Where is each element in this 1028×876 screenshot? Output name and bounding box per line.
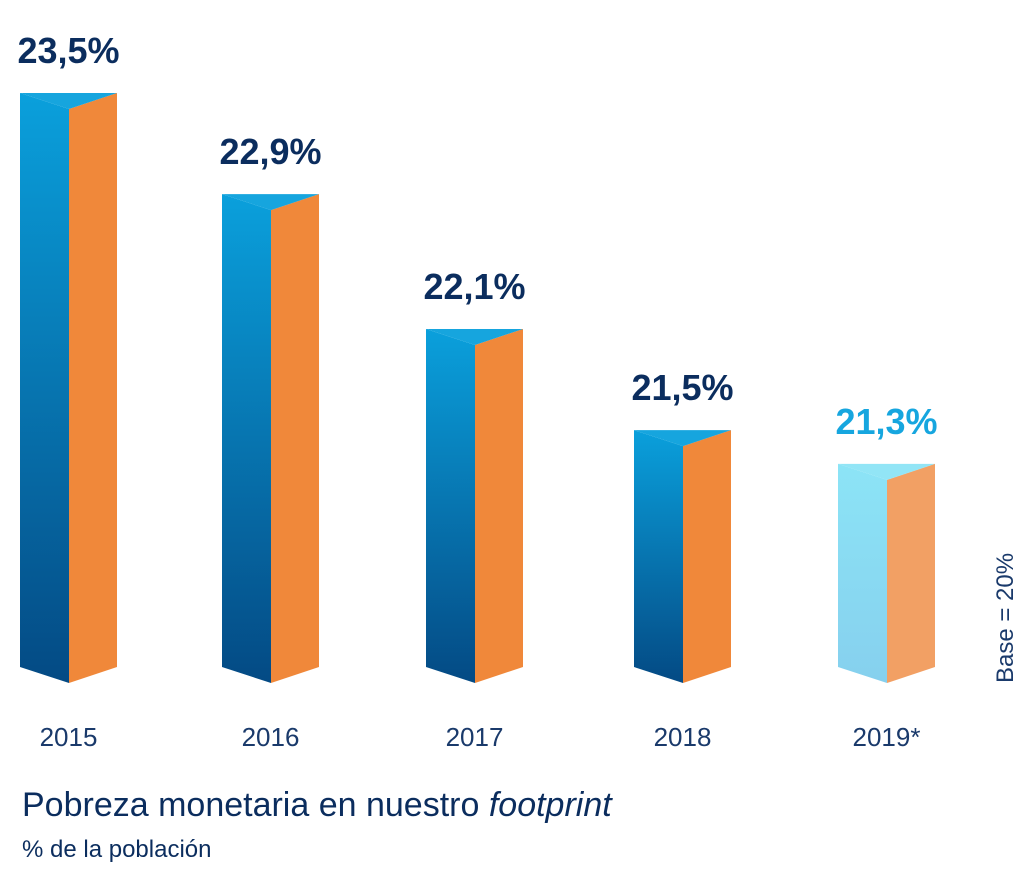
value-label: 21,5% (631, 367, 733, 408)
chart-title: Pobreza monetaria en nuestro footprint (22, 786, 612, 825)
category-label: 2017 (446, 722, 504, 752)
bar-2016 (222, 194, 319, 683)
bar-2018 (634, 430, 731, 683)
chart-title-text: Pobreza monetaria en nuestro (22, 786, 480, 824)
bar-front-face (20, 93, 69, 683)
bar-top-face (634, 430, 731, 447)
bar-side-face (475, 329, 523, 683)
value-label: 22,1% (423, 266, 525, 307)
bar-side-face (271, 194, 319, 683)
bars-group: 23,5% 2015 22,9% 2016 22,1% 2017 21,5% 2018 21,3… (17, 30, 937, 752)
value-label: 21,3% (835, 401, 937, 442)
bar-top-face (222, 194, 319, 211)
chart-title-italic: footprint (488, 786, 612, 824)
bar-side-face (887, 463, 935, 683)
bar-side-face (69, 93, 117, 683)
bar-2015 (20, 93, 117, 683)
value-label: 23,5% (17, 30, 119, 71)
value-label: 22,9% (219, 131, 321, 172)
chart-subtitle: % de la población (22, 836, 212, 863)
category-label: 2018 (654, 722, 712, 752)
bar-front-face (426, 329, 475, 683)
bar-2017 (426, 329, 523, 683)
bar-front-face (838, 463, 887, 683)
bar-front-face (634, 430, 683, 683)
bar-top-face (838, 463, 935, 480)
bar-top-face (426, 329, 523, 345)
bar-top-face (20, 93, 117, 109)
bar-side-face (683, 430, 731, 683)
category-label: 2015 (40, 722, 98, 752)
category-label: 2019* (853, 722, 921, 752)
base-note: Base = 20% (992, 553, 1019, 683)
category-label: 2016 (242, 722, 300, 752)
bar-front-face (222, 194, 271, 683)
bar-2019* (838, 463, 935, 683)
